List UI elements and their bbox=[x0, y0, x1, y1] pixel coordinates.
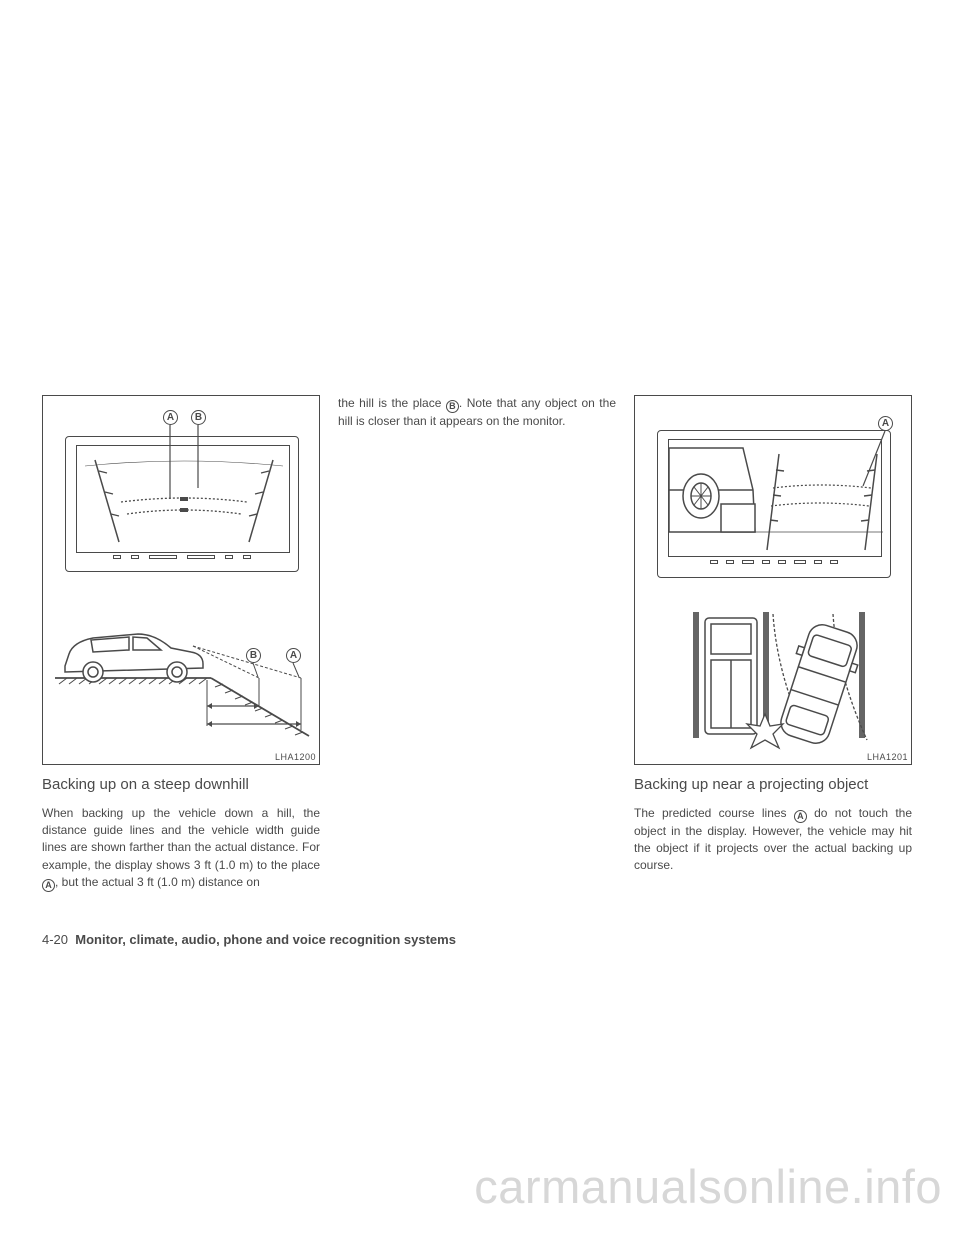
figure-code-left: LHA1200 bbox=[275, 752, 316, 762]
figure-projecting-object: A bbox=[634, 395, 912, 765]
right-column: A bbox=[634, 395, 912, 892]
middle-column: the hill is the place B. Note that any o… bbox=[338, 395, 616, 892]
content-columns: A B bbox=[42, 395, 918, 892]
top-down-icon bbox=[635, 604, 913, 754]
section-title: Monitor, climate, audio, phone and voice… bbox=[75, 932, 456, 947]
inline-marker-b-icon: B bbox=[446, 400, 459, 413]
figure-marker-a-right: A bbox=[878, 416, 893, 431]
watermark-text: carmanualsonline.info bbox=[474, 1159, 942, 1214]
right-para-part1: The predicted course lines bbox=[634, 806, 794, 820]
side-view-icon bbox=[43, 624, 321, 742]
middle-paragraph: the hill is the place B. Note that any o… bbox=[338, 395, 616, 430]
monitor-buttons bbox=[66, 555, 298, 567]
left-para-part2: , but the actual 3 ft (1.0 m) distance o… bbox=[55, 875, 260, 889]
inline-marker-a2-icon: A bbox=[794, 810, 807, 823]
right-paragraph: The predicted course lines A do not touc… bbox=[634, 805, 912, 875]
page: carmanualsonline.info A B bbox=[0, 0, 960, 1242]
left-paragraph: When backing up the vehicle down a hill,… bbox=[42, 805, 320, 893]
left-para-part1: When backing up the vehicle down a hill,… bbox=[42, 806, 320, 872]
right-monitor-screen bbox=[668, 439, 882, 557]
inline-marker-a-icon: A bbox=[42, 879, 55, 892]
mid-para-part1: the hill is the place bbox=[338, 396, 446, 410]
page-footer: 4-20 Monitor, climate, audio, phone and … bbox=[42, 932, 456, 947]
figure-marker-a-top: A bbox=[163, 410, 178, 425]
right-monitor-frame bbox=[657, 430, 891, 578]
left-column: A B bbox=[42, 395, 320, 892]
figure-downhill: A B bbox=[42, 395, 320, 765]
figure-marker-b-top: B bbox=[191, 410, 206, 425]
top-down-diagram bbox=[635, 604, 911, 754]
right-monitor-buttons bbox=[658, 560, 890, 572]
side-view-diagram: B A bbox=[43, 624, 319, 742]
left-subheading: Backing up on a steep downhill bbox=[42, 775, 320, 795]
figure-code-right: LHA1201 bbox=[867, 752, 908, 762]
page-number: 4-20 bbox=[42, 932, 68, 947]
right-screen-icon bbox=[669, 440, 883, 558]
guide-lines-icon bbox=[77, 446, 291, 554]
right-subheading: Backing up near a projecting object bbox=[634, 775, 912, 795]
monitor-frame bbox=[65, 436, 299, 572]
monitor-screen bbox=[76, 445, 290, 553]
